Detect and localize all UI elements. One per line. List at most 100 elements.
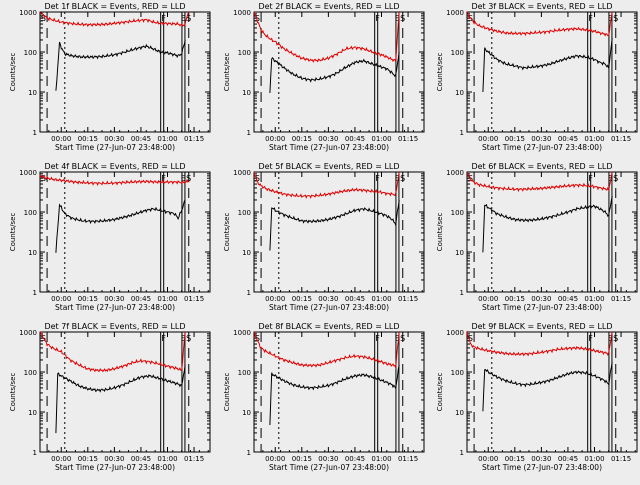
panel-title: Det 1f BLACK = Events, RED = LLD (44, 2, 185, 11)
x-tick-label: 00:15 (505, 135, 525, 143)
y-tick-label: 1000 (233, 169, 251, 177)
y-tick-label: 10 (28, 89, 37, 97)
lld-series-line (39, 174, 190, 187)
y-tick-label: 1000 (19, 329, 37, 337)
x-tick-label: 00:00 (51, 295, 71, 303)
y-tick-label: 1 (33, 449, 37, 457)
plot-frame (39, 331, 211, 453)
marker-label-s2: S (186, 174, 191, 183)
lld-series-line (39, 331, 186, 373)
marker-label-e: E (181, 174, 186, 183)
x-tick-label: 01:00 (371, 455, 391, 463)
x-tick-label: 00:15 (292, 135, 312, 143)
x-tick-label: 01:00 (371, 135, 391, 143)
x-tick-label: 00:30 (104, 295, 124, 303)
x-tick-label: 00:00 (478, 295, 498, 303)
marker-label-s2: S (613, 174, 618, 183)
plot-frame (253, 11, 425, 133)
marker-label-e: E (395, 334, 400, 343)
panel-title: Det 3f BLACK = Events, RED = LLD (471, 2, 612, 11)
panel-title: Det 5f BLACK = Events, RED = LLD (258, 162, 399, 171)
x-tick-label: 00:15 (505, 295, 525, 303)
y-axis-label: Counts/sec (436, 53, 444, 92)
panel-title: Det 6f BLACK = Events, RED = LLD (471, 162, 612, 171)
x-tick-label: 00:30 (531, 135, 551, 143)
marker-label-start: S (468, 334, 473, 343)
x-axis-label: Start Time (27-Jun-07 23:48:00) (269, 143, 389, 152)
marker-label-start: S (255, 14, 260, 23)
panel-det-5: Det 5f BLACK = Events, RED = LLD10001001… (223, 162, 425, 312)
y-tick-label: 1 (460, 129, 464, 137)
y-tick-label: 100 (238, 209, 251, 217)
plot-frame (253, 331, 425, 453)
x-tick-label: 01:15 (398, 455, 418, 463)
marker-label-s2: S (613, 334, 618, 343)
panel-det-6: Det 6f BLACK = Events, RED = LLD10001001… (436, 162, 638, 312)
y-tick-label: 1000 (19, 169, 37, 177)
x-tick-label: 00:15 (292, 295, 312, 303)
plot-frame (466, 171, 638, 293)
x-tick-label: 00:45 (345, 455, 365, 463)
y-tick-label: 1000 (19, 9, 37, 17)
marker-label-e: E (608, 14, 613, 23)
x-axis-label: Start Time (27-Jun-07 23:48:00) (482, 143, 602, 152)
events-series-line (269, 364, 400, 426)
x-tick-label: 00:15 (292, 455, 312, 463)
events-series-line (482, 361, 613, 412)
marker-label-s2: S (400, 334, 405, 343)
panel-title: Det 9f BLACK = Events, RED = LLD (471, 322, 612, 331)
x-tick-label: 01:00 (157, 135, 177, 143)
lld-series-line (466, 330, 613, 357)
marker-label-start: S (41, 174, 46, 183)
x-tick-label: 01:00 (371, 295, 391, 303)
events-series-line (55, 199, 186, 253)
x-axis-label: Start Time (27-Jun-07 23:48:00) (482, 463, 602, 472)
y-tick-label: 10 (242, 409, 251, 417)
y-tick-label: 100 (451, 49, 464, 57)
plot-frame (39, 171, 211, 293)
x-tick-label: 00:30 (318, 135, 338, 143)
marker-label-start: S (255, 174, 260, 183)
y-tick-label: 1 (460, 289, 464, 297)
panel-det-8: Det 8f BLACK = Events, RED = LLD10001001… (223, 322, 425, 472)
x-tick-label: 01:15 (398, 135, 418, 143)
y-tick-label: 100 (24, 369, 37, 377)
panel-det-4: Det 4f BLACK = Events, RED = LLD10001001… (9, 162, 211, 312)
x-tick-label: 00:30 (318, 455, 338, 463)
marker-label-e: E (181, 334, 186, 343)
marker-label-start: S (41, 14, 46, 23)
y-tick-label: 1 (33, 289, 37, 297)
y-axis-label: Counts/sec (9, 53, 17, 92)
marker-label-f: F (375, 174, 380, 183)
marker-label-s2: S (186, 14, 191, 23)
y-tick-label: 10 (455, 409, 464, 417)
panel-det-7: Det 7f BLACK = Events, RED = LLD10001001… (9, 322, 211, 472)
y-tick-label: 100 (451, 209, 464, 217)
marker-label-f: F (161, 14, 166, 23)
y-tick-label: 1 (247, 449, 251, 457)
x-axis-label: Start Time (27-Jun-07 23:48:00) (269, 463, 389, 472)
x-tick-label: 00:30 (531, 455, 551, 463)
marker-label-s2: S (613, 14, 618, 23)
plot-frame (466, 11, 638, 133)
y-tick-label: 10 (28, 249, 37, 257)
x-tick-label: 00:45 (345, 135, 365, 143)
y-axis-label: Counts/sec (223, 373, 231, 412)
marker-label-s2: S (400, 14, 405, 23)
events-series-line (269, 199, 400, 251)
x-tick-label: 00:45 (131, 455, 151, 463)
x-tick-label: 00:30 (104, 135, 124, 143)
marker-label-e: E (395, 174, 400, 183)
marker-label-f: F (161, 174, 166, 183)
y-tick-label: 1 (33, 129, 37, 137)
marker-label-f: F (588, 14, 593, 23)
y-tick-label: 100 (238, 49, 251, 57)
x-tick-label: 01:15 (184, 295, 204, 303)
plot-frame (39, 11, 211, 133)
x-tick-label: 01:00 (157, 455, 177, 463)
x-tick-label: 00:30 (104, 455, 124, 463)
x-tick-label: 00:45 (558, 135, 578, 143)
lld-series-line (253, 11, 400, 63)
marker-label-f: F (375, 14, 380, 23)
